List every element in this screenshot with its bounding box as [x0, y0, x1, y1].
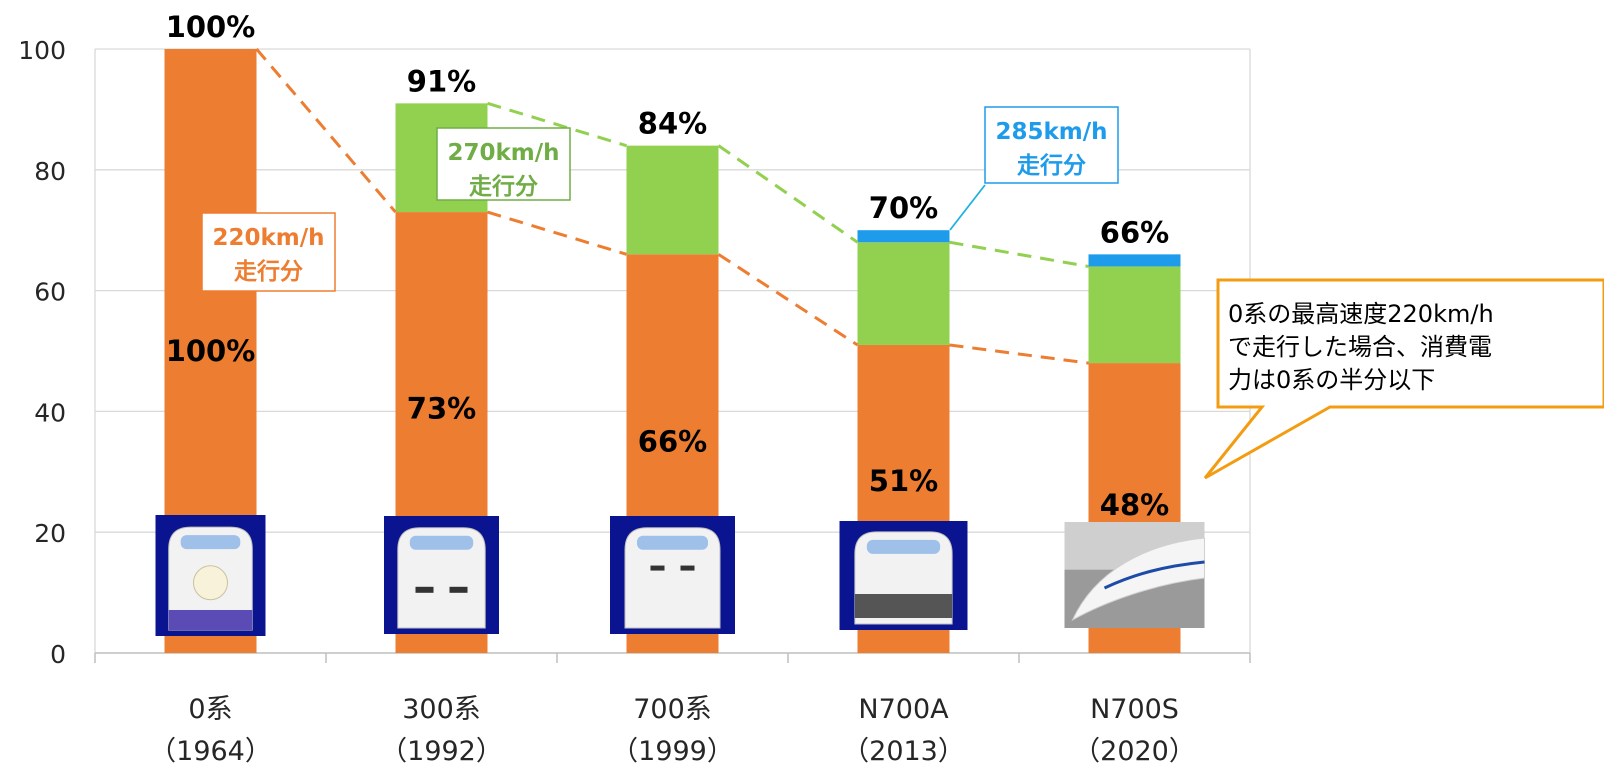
trend-line-270 — [949, 240, 1089, 268]
callout-text: 力は0系の半分以下 — [1228, 366, 1435, 394]
train-light — [415, 586, 434, 593]
x-tick-label: 700系 — [633, 694, 712, 725]
series-label-boxes: 220km/h 走行分 270km/h 走行分 285km/h 走行分 — [201, 106, 1119, 292]
total-label-3: 70% — [869, 191, 938, 225]
train-light — [650, 565, 665, 571]
x-tick-year: （2013） — [842, 736, 965, 767]
train-window — [637, 535, 708, 550]
inner-label-0: 100% — [166, 334, 256, 368]
inner-label-2: 66% — [638, 425, 707, 459]
trend-line-220 — [255, 48, 397, 214]
train-700-series-icon — [610, 516, 735, 634]
inner-label-4: 48% — [1100, 488, 1169, 522]
trend-line-220 — [717, 253, 859, 347]
trend-line-220 — [487, 210, 627, 256]
y-axis: 0 20 40 60 80 100 — [18, 36, 66, 669]
bar-segment-270-3 — [857, 242, 950, 345]
total-label-0: 100% — [166, 10, 256, 44]
train-0-series-icon — [155, 515, 266, 636]
trend-lines — [255, 48, 1089, 365]
x-tick-label: 300系 — [402, 694, 481, 725]
train-window — [180, 535, 241, 550]
train-body — [624, 527, 721, 629]
train-images — [155, 515, 1205, 636]
y-tick-label: 60 — [34, 278, 66, 307]
train-skirt — [168, 610, 253, 630]
y-tick-label: 20 — [34, 519, 66, 548]
train-stripe — [1103, 560, 1205, 590]
x-axis: 0系 （1964） 300系 （1992） 700系 （1999） N700A （2013） N… — [149, 694, 1196, 767]
y-tick-label: 0 — [50, 640, 66, 669]
train-light — [449, 586, 468, 593]
trend-line-270 — [717, 144, 859, 244]
x-tick-label: N700S — [1090, 694, 1179, 725]
train-nose — [193, 565, 228, 601]
train-n700s-icon — [1064, 522, 1205, 628]
total-label-1: 91% — [407, 64, 476, 98]
label-box-285-frame — [984, 106, 1119, 184]
bar-segment-270-4 — [1088, 266, 1181, 364]
label-box-220: 220km/h 走行分 — [201, 212, 336, 292]
train-light — [680, 565, 695, 571]
trend-line-220 — [949, 343, 1089, 365]
train-window — [409, 535, 474, 550]
x-tick-label: 0系 — [188, 694, 232, 725]
train-300-series-icon — [384, 516, 499, 634]
label-box-220-frame — [201, 212, 336, 292]
x-tick-label: N700A — [858, 694, 949, 725]
train-skirt — [854, 594, 953, 618]
label-box-270: 270km/h 走行分 — [436, 127, 571, 201]
label-box-220-text: 走行分 — [234, 258, 303, 285]
callout-text: 0系の最高速度220km/h — [1228, 300, 1494, 328]
x-tick-year: （1999） — [611, 736, 734, 767]
bar-segment-285-4 — [1088, 254, 1181, 267]
x-tick-year: （2020） — [1073, 736, 1196, 767]
y-tick-label: 100 — [18, 36, 66, 65]
callout-text: で走行した場合、消費電 — [1228, 333, 1492, 361]
total-label-2: 84% — [638, 107, 707, 141]
bar-segment-270-2 — [626, 145, 719, 255]
x-tick-year: （1992） — [380, 736, 503, 767]
label-box-285-text: 285km/h — [995, 119, 1107, 145]
train-body — [1071, 537, 1205, 622]
data-labels: 100% 91% 84% 70% 66% 100% 73% 66% 51% 48% — [166, 10, 1170, 522]
label-box-285: 285km/h 走行分 — [984, 106, 1119, 184]
total-label-4: 66% — [1100, 215, 1169, 249]
x-tick-year: （1964） — [149, 736, 272, 767]
label-box-270-text: 走行分 — [469, 173, 538, 200]
label-box-270-text: 270km/h — [447, 140, 559, 166]
inner-label-1: 73% — [407, 391, 476, 425]
bar-segment-285-3 — [857, 230, 950, 243]
train-window — [866, 539, 941, 554]
label-box-270-frame — [436, 127, 571, 201]
y-tick-label: 40 — [34, 398, 66, 427]
train-n700a-icon — [839, 521, 968, 630]
label-box-220-text: 220km/h — [212, 225, 324, 251]
y-tick-label: 80 — [34, 157, 66, 186]
train-body — [397, 527, 486, 629]
trend-line-270 — [487, 101, 627, 148]
label-box-285-leader — [949, 184, 986, 231]
callout-frame — [1203, 278, 1604, 480]
inner-label-3: 51% — [869, 464, 938, 498]
label-box-285-text: 走行分 — [1017, 152, 1086, 179]
